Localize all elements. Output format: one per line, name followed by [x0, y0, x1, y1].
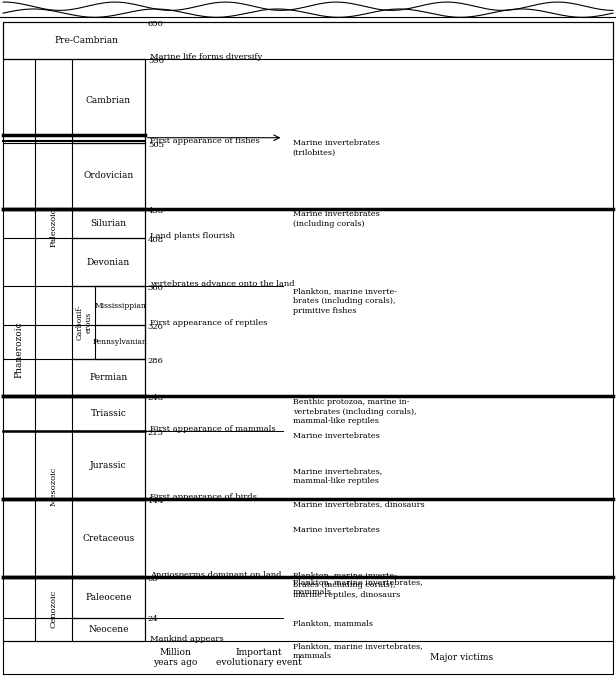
Text: Marine life forms diversify: Marine life forms diversify [150, 53, 262, 61]
Text: Carbonif-
erous: Carbonif- erous [75, 305, 92, 340]
Text: Pennsylvanian: Pennsylvanian [92, 338, 148, 346]
Text: Mankind appears: Mankind appears [150, 635, 224, 643]
Text: First appearance of mammals: First appearance of mammals [150, 425, 275, 433]
Text: 24: 24 [148, 616, 158, 623]
Text: First appearance of birds: First appearance of birds [150, 493, 256, 501]
Text: Angiosperms dominant on land: Angiosperms dominant on land [150, 571, 281, 579]
Text: Marine invertebrates
(trilobites): Marine invertebrates (trilobites) [293, 139, 379, 157]
Text: Marine invertebrates: Marine invertebrates [293, 526, 379, 534]
Text: Paleozoic: Paleozoic [50, 208, 57, 247]
Text: Cretaceous: Cretaceous [83, 533, 134, 542]
Text: Cambrian: Cambrian [86, 96, 131, 105]
Text: 286: 286 [148, 357, 164, 365]
Text: Land plants flourish: Land plants flourish [150, 232, 235, 240]
Text: 65: 65 [148, 575, 158, 583]
Text: Permian: Permian [89, 373, 128, 382]
Text: Mesozoic: Mesozoic [50, 467, 57, 507]
Text: Paleocene: Paleocene [85, 593, 132, 602]
Text: 590: 590 [148, 57, 164, 65]
Text: Jurassic: Jurassic [90, 460, 127, 469]
Text: 438: 438 [148, 207, 164, 215]
Text: First appearance of fishes: First appearance of fishes [150, 137, 259, 144]
Text: Million
years ago: Million years ago [153, 647, 198, 668]
Text: 320: 320 [148, 323, 164, 331]
Text: Ordovician: Ordovician [83, 171, 134, 180]
Text: 505: 505 [148, 140, 164, 149]
Text: Plankton, marine invertebrates,
mammals: Plankton, marine invertebrates, mammals [293, 643, 422, 661]
Text: 248: 248 [148, 395, 164, 402]
Text: Phanerozoic: Phanerozoic [15, 321, 23, 379]
Text: Neocene: Neocene [88, 625, 129, 634]
Text: Devonian: Devonian [87, 258, 130, 267]
Text: Cenozoic: Cenozoic [50, 590, 57, 628]
Text: Important
evolutionary event: Important evolutionary event [216, 647, 302, 668]
Text: Mississippian: Mississippian [94, 301, 146, 310]
Text: Marine invertebrates
(including corals): Marine invertebrates (including corals) [293, 210, 379, 228]
Text: 213: 213 [148, 429, 164, 437]
Text: Marine invertebrates,
mammal-like reptiles: Marine invertebrates, mammal-like reptil… [293, 467, 382, 484]
Text: Marine invertebrates: Marine invertebrates [293, 433, 379, 440]
Text: Plankton, mammals: Plankton, mammals [293, 619, 373, 627]
Text: Plankton, marine inverte-
brates (including corals),
marine reptiles, dinosaurs: Plankton, marine inverte- brates (includ… [293, 571, 400, 599]
Text: Pre-Cambrian: Pre-Cambrian [54, 36, 118, 45]
Text: 650: 650 [148, 20, 164, 28]
Text: Major victims: Major victims [431, 653, 493, 662]
Text: Benthic protozoa, marine in-
vertebrates (including corals),
mammal-like reptile: Benthic protozoa, marine in- vertebrates… [293, 398, 416, 426]
Text: 408: 408 [148, 236, 164, 245]
Text: Triassic: Triassic [91, 409, 126, 418]
Text: 360: 360 [148, 284, 164, 292]
Text: vertebrates advance onto the land: vertebrates advance onto the land [150, 280, 294, 288]
Text: Plankton, marine inverte-
brates (including corals),
primitive fishes: Plankton, marine inverte- brates (includ… [293, 287, 397, 315]
Text: Marine invertebrates, dinosaurs: Marine invertebrates, dinosaurs [293, 500, 424, 509]
Text: 144: 144 [148, 497, 164, 505]
Text: Plankton, marine invertebrates,
mammals: Plankton, marine invertebrates, mammals [293, 578, 422, 596]
Text: Silurian: Silurian [91, 219, 126, 228]
Text: First appearance of reptiles: First appearance of reptiles [150, 319, 267, 328]
